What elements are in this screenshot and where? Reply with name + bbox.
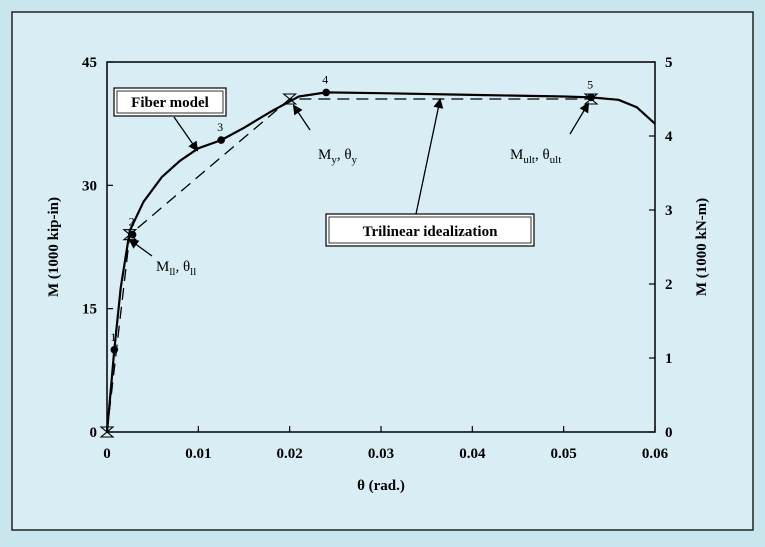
yield-annotation: My, θy [318,147,358,166]
y2-tick-label: 4 [665,129,673,145]
point-label: 5 [587,77,593,91]
fiber-model-series-line [105,91,656,433]
y2-tick-label: 2 [665,277,673,293]
point-label: 2 [129,215,135,229]
point-label: 3 [217,120,223,134]
fiber-model-box: Fiber model [113,87,227,117]
yield-arrow [292,104,311,131]
idealization-marker [99,426,115,438]
trilinear-label: Trilinear idealization [363,224,499,240]
fiber-model-point [128,230,137,239]
y-axis-label: M (1000 kip-in) [46,197,62,297]
x-tick-label: 0.05 [551,446,577,462]
y2-tick-label: 0 [665,425,673,441]
y-tick-label: 30 [82,178,97,194]
x-tick-label: 0.02 [277,446,303,462]
y2-tick-label: 3 [665,203,673,219]
ultimate-arrow [569,102,590,135]
fiber-model-point [322,88,331,97]
idealization-marker [282,93,298,105]
fiber-model-label: Fiber model [131,95,209,111]
cracking-annotation: Mll, θll [156,259,196,278]
x-tick-label: 0 [103,446,111,462]
y-tick-label: 15 [82,302,97,318]
y2-tick-label: 5 [665,55,673,71]
fiber-model-point [587,93,595,102]
point-label: 1 [110,330,116,344]
y2-tick-label: 1 [665,351,673,367]
x-tick-label: 0.04 [459,446,486,462]
point-label: 4 [322,72,328,86]
trilinear-arrow [415,98,444,215]
x-tick-label: 0.06 [642,446,669,462]
y2-axis-label: M (1000 kN-m) [694,198,710,296]
fiber-model-point [110,345,119,354]
x-axis-label: θ (rad.) [357,478,405,494]
points-layer: 1 2 3 4 5 [110,72,595,354]
trilinear-box: Trilinear idealization [325,213,535,247]
y-tick-label: 45 [82,55,97,71]
fiber-model-arrow [173,116,199,152]
fiber-model-point [217,136,225,144]
y-tick-label: 0 [90,425,98,441]
x-tick-label: 0.01 [185,446,211,462]
x-tick-label: 0.03 [368,446,394,462]
cracking-arrow [128,238,153,257]
ultimate-annotation: Mult, θult [510,147,561,166]
